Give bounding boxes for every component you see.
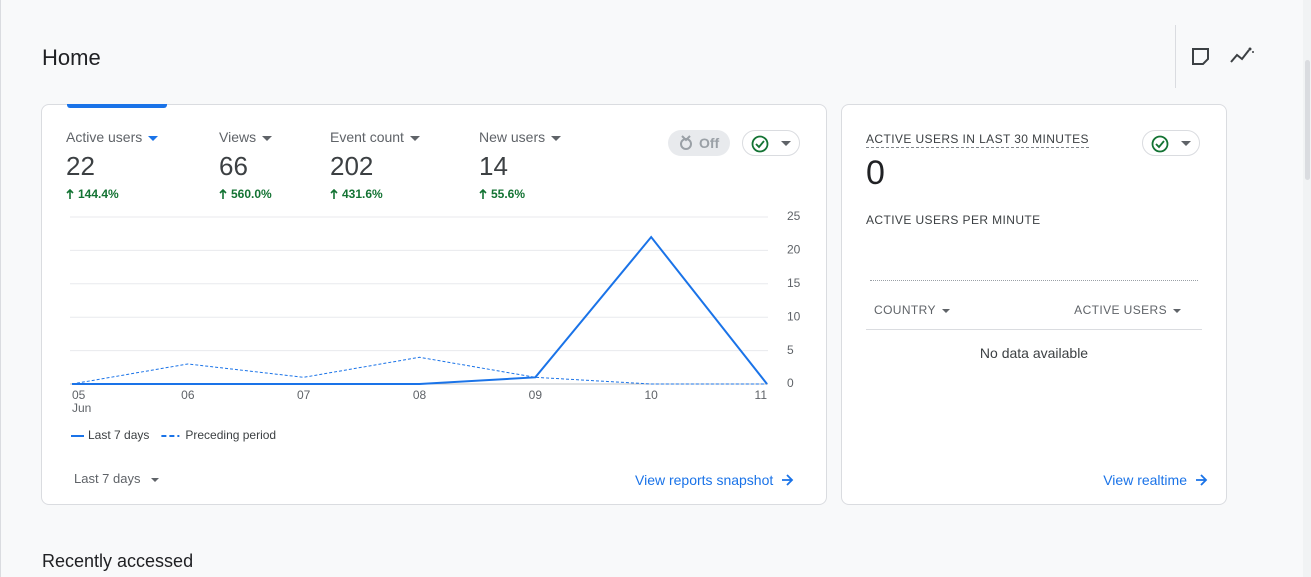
label-text: New users bbox=[479, 129, 546, 145]
metric-label[interactable]: Active users bbox=[66, 129, 159, 145]
up-arrow bbox=[479, 188, 487, 199]
summary-card bbox=[41, 104, 827, 505]
x-tick-label: 09 bbox=[529, 388, 543, 402]
metric-value: 66 bbox=[219, 151, 248, 181]
dropdown-arrow bbox=[150, 477, 159, 482]
realtime-link[interactable]: View realtime bbox=[1103, 472, 1208, 488]
metric-label[interactable]: New users bbox=[479, 129, 562, 145]
realtime-subtitle: ACTIVE USERS PER MINUTE bbox=[866, 213, 1041, 227]
metric-change: 144.4% bbox=[66, 187, 119, 201]
section-title: Recently accessed bbox=[42, 551, 194, 571]
snapshot-link[interactable]: View reports snapshot bbox=[635, 472, 794, 488]
change-text: 55.6% bbox=[491, 187, 526, 201]
dropdown-arrow bbox=[262, 135, 273, 141]
link-label: View reports snapshot bbox=[635, 472, 774, 488]
x-tick-label: 11 bbox=[755, 388, 768, 402]
change-text: 560.0% bbox=[231, 187, 272, 201]
dropdown-arrow bbox=[409, 135, 420, 141]
label-text: Active users bbox=[66, 129, 143, 145]
notes-icon[interactable] bbox=[1190, 46, 1212, 68]
metric-change: 560.0% bbox=[219, 187, 272, 201]
divider bbox=[1175, 25, 1176, 88]
scrollbar bbox=[1303, 0, 1311, 577]
tab-indicator bbox=[67, 104, 167, 108]
realtime-value: 0 bbox=[866, 154, 885, 192]
check-icon bbox=[1151, 135, 1169, 153]
frame-edge bbox=[0, 0, 1, 577]
status-dropdown[interactable] bbox=[1142, 130, 1200, 156]
toggle[interactable]: Off bbox=[668, 130, 730, 156]
sparkline-baseline bbox=[870, 280, 1198, 281]
y-tick-label: 5 bbox=[787, 343, 794, 357]
x-tick-label: 08 bbox=[413, 388, 427, 402]
up-arrow bbox=[66, 188, 74, 199]
label-text: Views bbox=[219, 129, 257, 145]
metric-value: 14 bbox=[479, 151, 508, 181]
x-sublabel: Jun bbox=[72, 401, 91, 415]
dropdown-arrow bbox=[781, 141, 791, 146]
series-line bbox=[72, 235, 768, 385]
header-label: ACTIVE USERS bbox=[1074, 303, 1167, 317]
dropdown-arrow bbox=[1173, 308, 1181, 313]
table-rule bbox=[866, 329, 1202, 330]
toggle-icon bbox=[680, 135, 692, 150]
check-icon bbox=[751, 135, 769, 153]
range-selector[interactable]: Last 7 days bbox=[74, 471, 159, 486]
x-tick-label: 05 bbox=[72, 388, 86, 402]
table-header[interactable]: ACTIVE USERS bbox=[1074, 303, 1181, 317]
label-text: Event count bbox=[330, 129, 404, 145]
link-label: View realtime bbox=[1103, 472, 1187, 488]
toggle-label: Off bbox=[699, 135, 720, 151]
metric-change: 431.6% bbox=[330, 187, 383, 201]
x-tick-label: 07 bbox=[297, 388, 311, 402]
metric-label[interactable]: Views bbox=[219, 129, 273, 145]
metric-value: 22 bbox=[66, 151, 95, 181]
table-header[interactable]: COUNTRY bbox=[874, 303, 950, 317]
metric-label[interactable]: Event count bbox=[330, 129, 420, 145]
scroll-thumb[interactable] bbox=[1305, 60, 1310, 180]
page-title: Home bbox=[42, 45, 101, 70]
metric-change: 55.6% bbox=[479, 187, 525, 201]
insights-icon[interactable] bbox=[1229, 46, 1255, 66]
status-dropdown[interactable] bbox=[742, 130, 800, 156]
up-arrow bbox=[219, 188, 227, 199]
x-tick-label: 10 bbox=[644, 388, 658, 402]
arrow-icon bbox=[782, 474, 794, 486]
x-tick-label: 06 bbox=[181, 388, 195, 402]
metric-value: 202 bbox=[330, 151, 374, 181]
series-line bbox=[71, 356, 767, 385]
realtime-card bbox=[841, 104, 1227, 505]
dropdown-arrow bbox=[1181, 141, 1191, 146]
up-arrow bbox=[330, 188, 338, 199]
dropdown-arrow bbox=[941, 308, 950, 313]
dropdown-arrow bbox=[551, 135, 562, 141]
legend-label: Last 7 days bbox=[88, 428, 149, 442]
realtime-title[interactable]: ACTIVE USERS IN LAST 30 MINUTES bbox=[866, 132, 1089, 148]
y-tick-label: 25 bbox=[787, 209, 801, 223]
change-text: 144.4% bbox=[78, 187, 119, 201]
range-label: Last 7 days bbox=[74, 471, 141, 486]
empty-state: No data available bbox=[979, 345, 1089, 361]
y-tick-label: 20 bbox=[787, 243, 801, 257]
y-tick-label: 15 bbox=[787, 276, 801, 290]
y-tick-label: 10 bbox=[787, 309, 801, 323]
y-tick-label: 0 bbox=[787, 376, 794, 390]
header-label: COUNTRY bbox=[874, 303, 936, 317]
legend-label: Preceding period bbox=[185, 428, 276, 442]
change-text: 431.6% bbox=[342, 187, 383, 201]
arrow-icon bbox=[1196, 474, 1208, 486]
dropdown-arrow bbox=[148, 135, 159, 141]
